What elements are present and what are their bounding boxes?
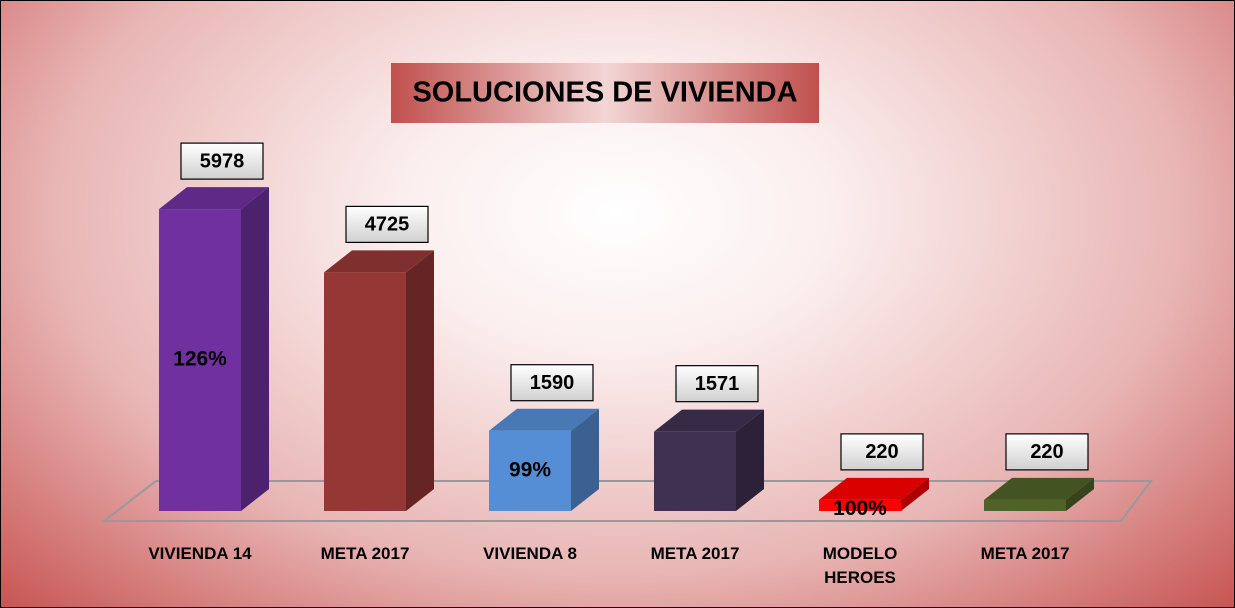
- x-tick-label: MODELO HEROES: [822, 544, 898, 587]
- x-tick-label: VIVIENDA 14: [148, 544, 252, 563]
- bar-side: [571, 408, 599, 511]
- percent-label: 100%: [833, 497, 887, 520]
- value-label: 1590: [530, 372, 575, 394]
- x-tick-label: VIVIENDA 8: [483, 544, 577, 563]
- x-tick-label: META 2017: [320, 544, 410, 563]
- x-tick-label: META 2017: [980, 544, 1070, 563]
- title-box: [391, 63, 819, 123]
- bar-side: [241, 187, 269, 511]
- percent-label: 126%: [173, 348, 227, 371]
- bar-top: [159, 187, 269, 210]
- value-label: 220: [1030, 441, 1063, 463]
- value-label-box: [840, 433, 924, 471]
- bar-top: [654, 409, 764, 432]
- value-label: 4725: [365, 214, 410, 236]
- value-label-box: [1005, 433, 1089, 471]
- bar-top: [489, 408, 599, 431]
- bar-side: [901, 477, 929, 511]
- bar-top: [324, 250, 434, 273]
- bar: [819, 499, 901, 511]
- bar: [159, 209, 241, 511]
- floor: [101, 480, 1153, 522]
- bar-top: [819, 477, 929, 500]
- value-label: 5978: [200, 150, 245, 172]
- bar-side: [406, 250, 434, 511]
- bar-side: [1066, 477, 1094, 511]
- bar: [489, 430, 571, 511]
- value-label: 220: [865, 441, 898, 463]
- value-label-box: [675, 365, 759, 403]
- value-label-box: [345, 205, 429, 243]
- bar-top: [984, 477, 1094, 500]
- bar: [984, 499, 1066, 511]
- bar: [324, 272, 406, 511]
- x-tick-label: META 2017: [650, 544, 740, 563]
- bar: [654, 431, 736, 511]
- value-label-box: [510, 364, 594, 402]
- chart-title: SOLUCIONES DE VIVIENDA: [412, 77, 797, 109]
- percent-label: 99%: [509, 458, 551, 481]
- value-label-box: [180, 142, 264, 180]
- bar-side: [736, 409, 764, 511]
- value-label: 1571: [695, 373, 740, 395]
